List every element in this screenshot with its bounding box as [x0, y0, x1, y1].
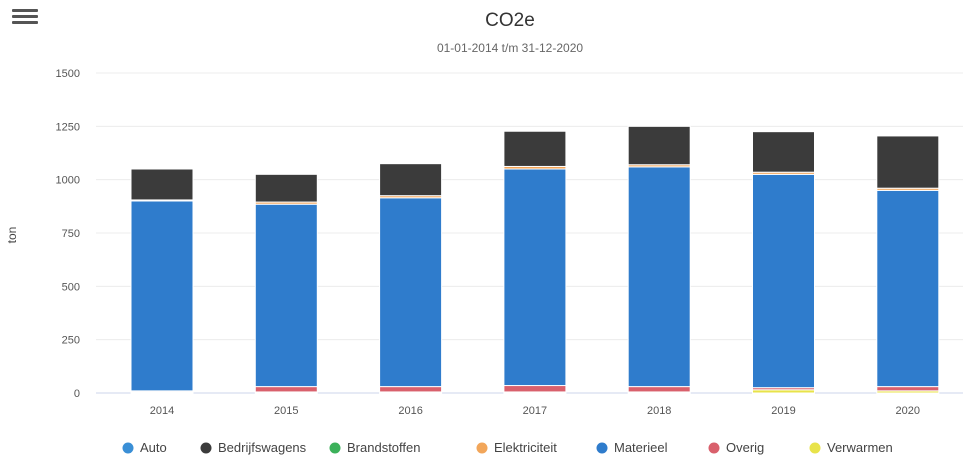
bar-segment[interactable] [379, 163, 443, 197]
x-tick-label: 2019 [771, 405, 795, 417]
legend-marker [476, 442, 488, 454]
bar-segment[interactable] [876, 189, 940, 388]
bar-segment[interactable] [379, 386, 443, 393]
bar-segment[interactable] [627, 166, 691, 388]
legend-marker [200, 442, 212, 454]
legend-label: Brandstoffen [347, 440, 420, 455]
y-tick-label: 750 [62, 228, 80, 240]
x-tick-label: 2017 [523, 405, 547, 417]
chart-subtitle: 01-01-2014 t/m 31-12-2020 [437, 41, 583, 55]
legend: Auto Bedrijfswagens Brandstoffen Elektricit… [122, 440, 893, 455]
legend-marker [596, 442, 608, 454]
hamburger-menu-icon[interactable] [12, 6, 38, 28]
x-axis-ticks: 2014 2015 2016 2017 2018 2019 2020 [150, 405, 920, 417]
legend-item[interactable]: Materieel [596, 440, 668, 455]
y-tick-label: 1250 [56, 121, 80, 133]
bar-segment[interactable] [627, 125, 691, 166]
x-tick-label: 2014 [150, 405, 174, 417]
bar-segment[interactable] [130, 200, 194, 392]
legend-item[interactable]: Auto [122, 440, 167, 455]
y-axis-label: ton [5, 227, 19, 244]
bar-segment[interactable] [752, 173, 815, 389]
legend-item[interactable]: Elektriciteit [476, 440, 558, 455]
bar-segment[interactable] [876, 135, 940, 189]
legend-label: Elektriciteit [494, 440, 557, 455]
bar-segment[interactable] [503, 168, 567, 387]
y-tick-label: 1000 [56, 175, 80, 187]
legend-label: Overig [726, 440, 764, 455]
legend-label: Materieel [614, 440, 668, 455]
legend-item[interactable]: Overig [708, 440, 765, 455]
legend-item[interactable]: Bedrijfswagens [200, 440, 307, 455]
bar-segment[interactable] [876, 386, 940, 392]
bar-segment[interactable] [379, 197, 443, 388]
legend-item[interactable]: Brandstoffen [329, 440, 421, 455]
x-tick-label: 2015 [274, 405, 298, 417]
x-tick-label: 2018 [647, 405, 671, 417]
y-tick-label: 0 [74, 388, 80, 400]
bars [130, 125, 940, 394]
legend-marker [809, 442, 821, 454]
bar-segment[interactable] [752, 131, 815, 173]
y-tick-label: 1500 [56, 68, 80, 80]
legend-marker [329, 442, 341, 454]
bar-segment[interactable] [254, 386, 318, 393]
legend-item[interactable]: Verwarmen [809, 440, 893, 455]
bar-segment[interactable] [627, 386, 691, 393]
legend-marker [122, 442, 134, 454]
x-tick-label: 2016 [398, 405, 422, 417]
legend-marker [708, 442, 720, 454]
bar-segment[interactable] [254, 173, 318, 203]
x-tick-label: 2020 [896, 405, 920, 417]
bar-segment[interactable] [503, 130, 567, 167]
legend-label: Auto [140, 440, 167, 455]
bar-segment[interactable] [254, 203, 318, 388]
chart-title: CO2e [485, 10, 535, 31]
bar-segment[interactable] [130, 168, 194, 201]
legend-label: Bedrijfswagens [218, 440, 307, 455]
bar-segment[interactable] [503, 385, 567, 393]
y-tick-label: 250 [62, 335, 80, 347]
y-tick-label: 500 [62, 281, 80, 293]
legend-label: Verwarmen [827, 440, 893, 455]
y-axis-ticks: 0 250 500 750 1000 1250 1500 [56, 68, 80, 400]
